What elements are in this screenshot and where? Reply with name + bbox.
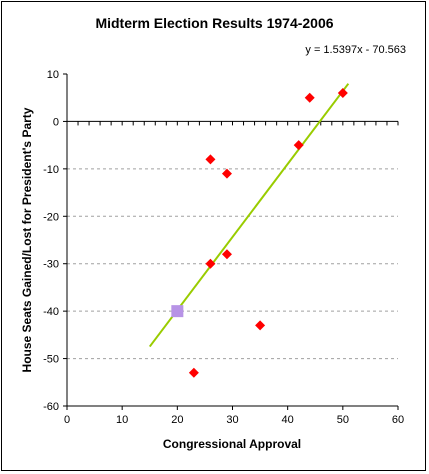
data-point: [293, 140, 304, 151]
y-tick-label: -30: [43, 259, 59, 271]
data-point: [188, 367, 199, 378]
x-tick-label: 50: [337, 414, 349, 426]
data-point: [205, 154, 216, 165]
y-tick-label: 10: [47, 69, 59, 81]
data-point: [304, 92, 315, 103]
y-tick-label: 0: [53, 116, 59, 128]
data-point: [337, 87, 348, 98]
highlight-point: [171, 305, 184, 318]
x-tick-label: 60: [392, 414, 404, 426]
y-axis-title: House Seats Gained/Lost for President's …: [20, 107, 34, 372]
data-point: [205, 258, 216, 269]
plot-area: [67, 74, 398, 406]
y-tick-label: -20: [43, 211, 59, 223]
x-tick-label: 20: [171, 414, 183, 426]
trendline: [148, 83, 350, 348]
y-tick-label: -10: [43, 164, 59, 176]
data-point: [221, 249, 232, 260]
x-axis-title: Congressional Approval: [163, 437, 301, 451]
x-tick-label: 10: [116, 414, 128, 426]
trendline-equation: y = 1.5397x - 70.563: [305, 44, 406, 56]
chart-title: Midterm Election Results 1974-2006: [95, 15, 334, 31]
data-point: [255, 320, 266, 331]
y-tick-label: -60: [43, 401, 59, 413]
data-point: [221, 168, 232, 179]
x-tick-label: 0: [64, 414, 70, 426]
y-tick-label: -50: [43, 354, 59, 366]
x-tick-label: 40: [282, 414, 294, 426]
x-tick-label: 30: [226, 414, 238, 426]
y-tick-label: -40: [43, 306, 59, 318]
